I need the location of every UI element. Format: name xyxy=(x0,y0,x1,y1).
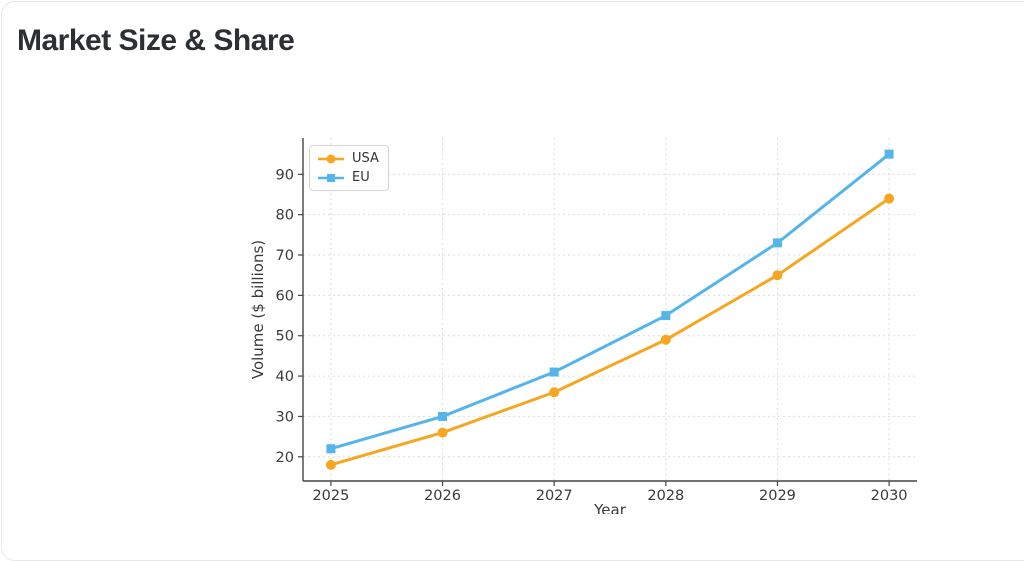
y-tick-label: 90 xyxy=(276,167,294,183)
data-point-eu xyxy=(549,367,559,377)
data-point-usa xyxy=(325,459,336,470)
y-tick-label: 60 xyxy=(276,288,294,304)
data-point-usa xyxy=(437,427,448,438)
legend-square-marker-icon xyxy=(318,173,344,182)
y-tick-label: 30 xyxy=(276,409,294,425)
legend-item-usa: USA xyxy=(317,150,379,167)
y-tick-label: 50 xyxy=(276,329,294,345)
y-tick-label: 20 xyxy=(276,450,294,466)
x-tick-label: 2029 xyxy=(759,488,796,504)
y-axis-label: Volume ($ billions) xyxy=(249,240,267,379)
x-tick-label: 2028 xyxy=(647,488,684,504)
y-tick-label: 80 xyxy=(276,208,294,224)
chart-legend: USA EU xyxy=(309,145,389,191)
y-tick-label: 40 xyxy=(276,369,294,385)
data-point-eu xyxy=(661,311,671,321)
x-tick-label: 2026 xyxy=(424,488,461,504)
data-point-eu xyxy=(438,411,448,421)
legend-label: USA xyxy=(352,151,379,166)
data-point-usa xyxy=(660,334,671,345)
x-axis-label: Year xyxy=(593,501,627,514)
data-point-eu xyxy=(772,238,782,248)
x-tick-label: 2030 xyxy=(871,488,908,504)
series-line-eu xyxy=(329,152,891,451)
data-point-eu xyxy=(884,149,894,159)
data-point-usa xyxy=(772,270,783,281)
data-point-usa xyxy=(549,387,560,398)
legend-item-eu: EU xyxy=(317,169,379,186)
legend-circle-marker-icon xyxy=(318,154,344,163)
legend-label: EU xyxy=(352,170,370,185)
series-line-usa xyxy=(329,197,891,467)
x-tick-label: 2027 xyxy=(536,488,573,504)
data-point-usa xyxy=(884,193,895,204)
page-title: Market Size & Share xyxy=(17,24,295,57)
data-point-eu xyxy=(326,444,336,454)
x-tick-label: 2025 xyxy=(312,488,349,504)
y-tick-label: 70 xyxy=(276,248,294,264)
market-size-chart: 2025 2026 2027 2028 2029 20302030405060708090… xyxy=(249,138,917,514)
